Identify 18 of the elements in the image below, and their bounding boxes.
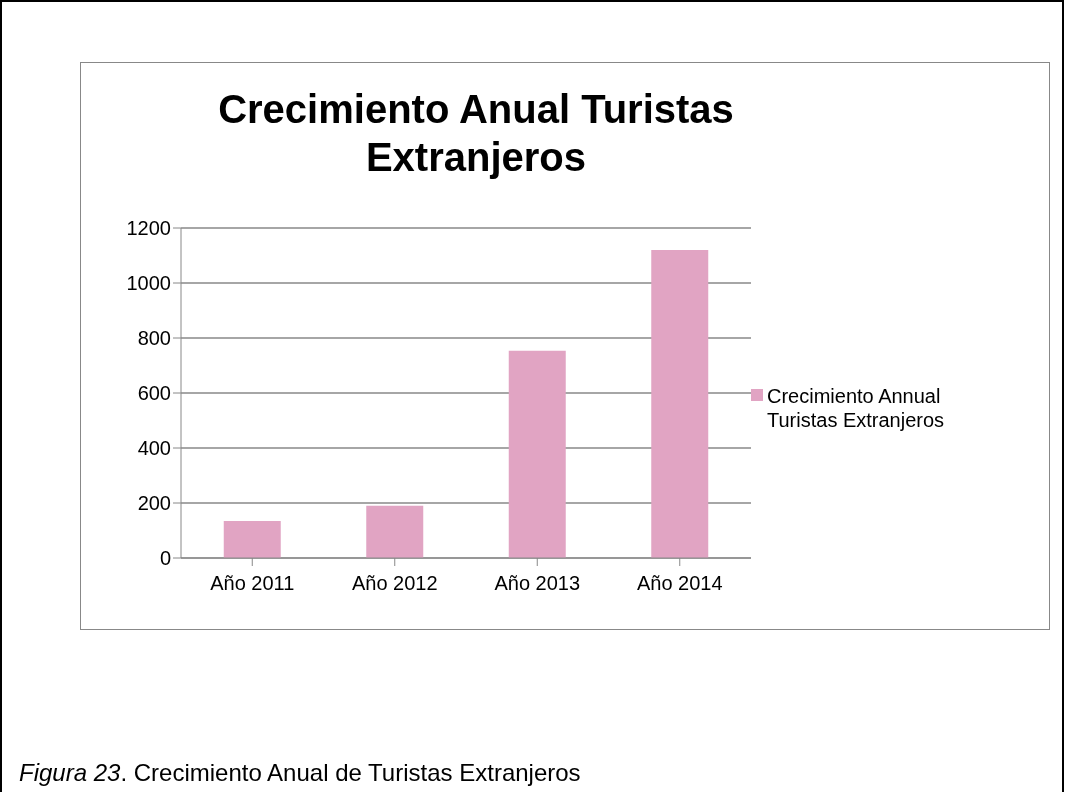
legend-label: Crecimiento Annual Turistas Extranjeros — [767, 384, 946, 432]
text: Figura 23. Crecimiento Anual de Turistas Extranjeros — [19, 759, 581, 786]
y-tick-label: 400 — [137, 437, 171, 460]
y-tick-label: 0 — [159, 547, 171, 570]
y-tick-label: 600 — [137, 382, 171, 405]
bar — [651, 250, 709, 558]
x-tick-label: Año 2012 — [351, 572, 438, 595]
x-tick-label: Año 2013 — [494, 572, 581, 595]
bar — [508, 350, 566, 558]
x-tick-label: Año 2011 — [210, 572, 295, 595]
y-tick-label: 200 — [137, 492, 171, 515]
x-tick-label: Año 2014 — [636, 572, 723, 595]
y-tick-label: 1200 — [126, 217, 171, 240]
y-tick-label: 800 — [137, 327, 171, 350]
bar — [223, 520, 281, 558]
bar — [366, 505, 424, 558]
y-tick-label: 1000 — [126, 272, 171, 295]
chart-title: Crecimiento Anual Turistas Extranjeros — [217, 86, 735, 181]
